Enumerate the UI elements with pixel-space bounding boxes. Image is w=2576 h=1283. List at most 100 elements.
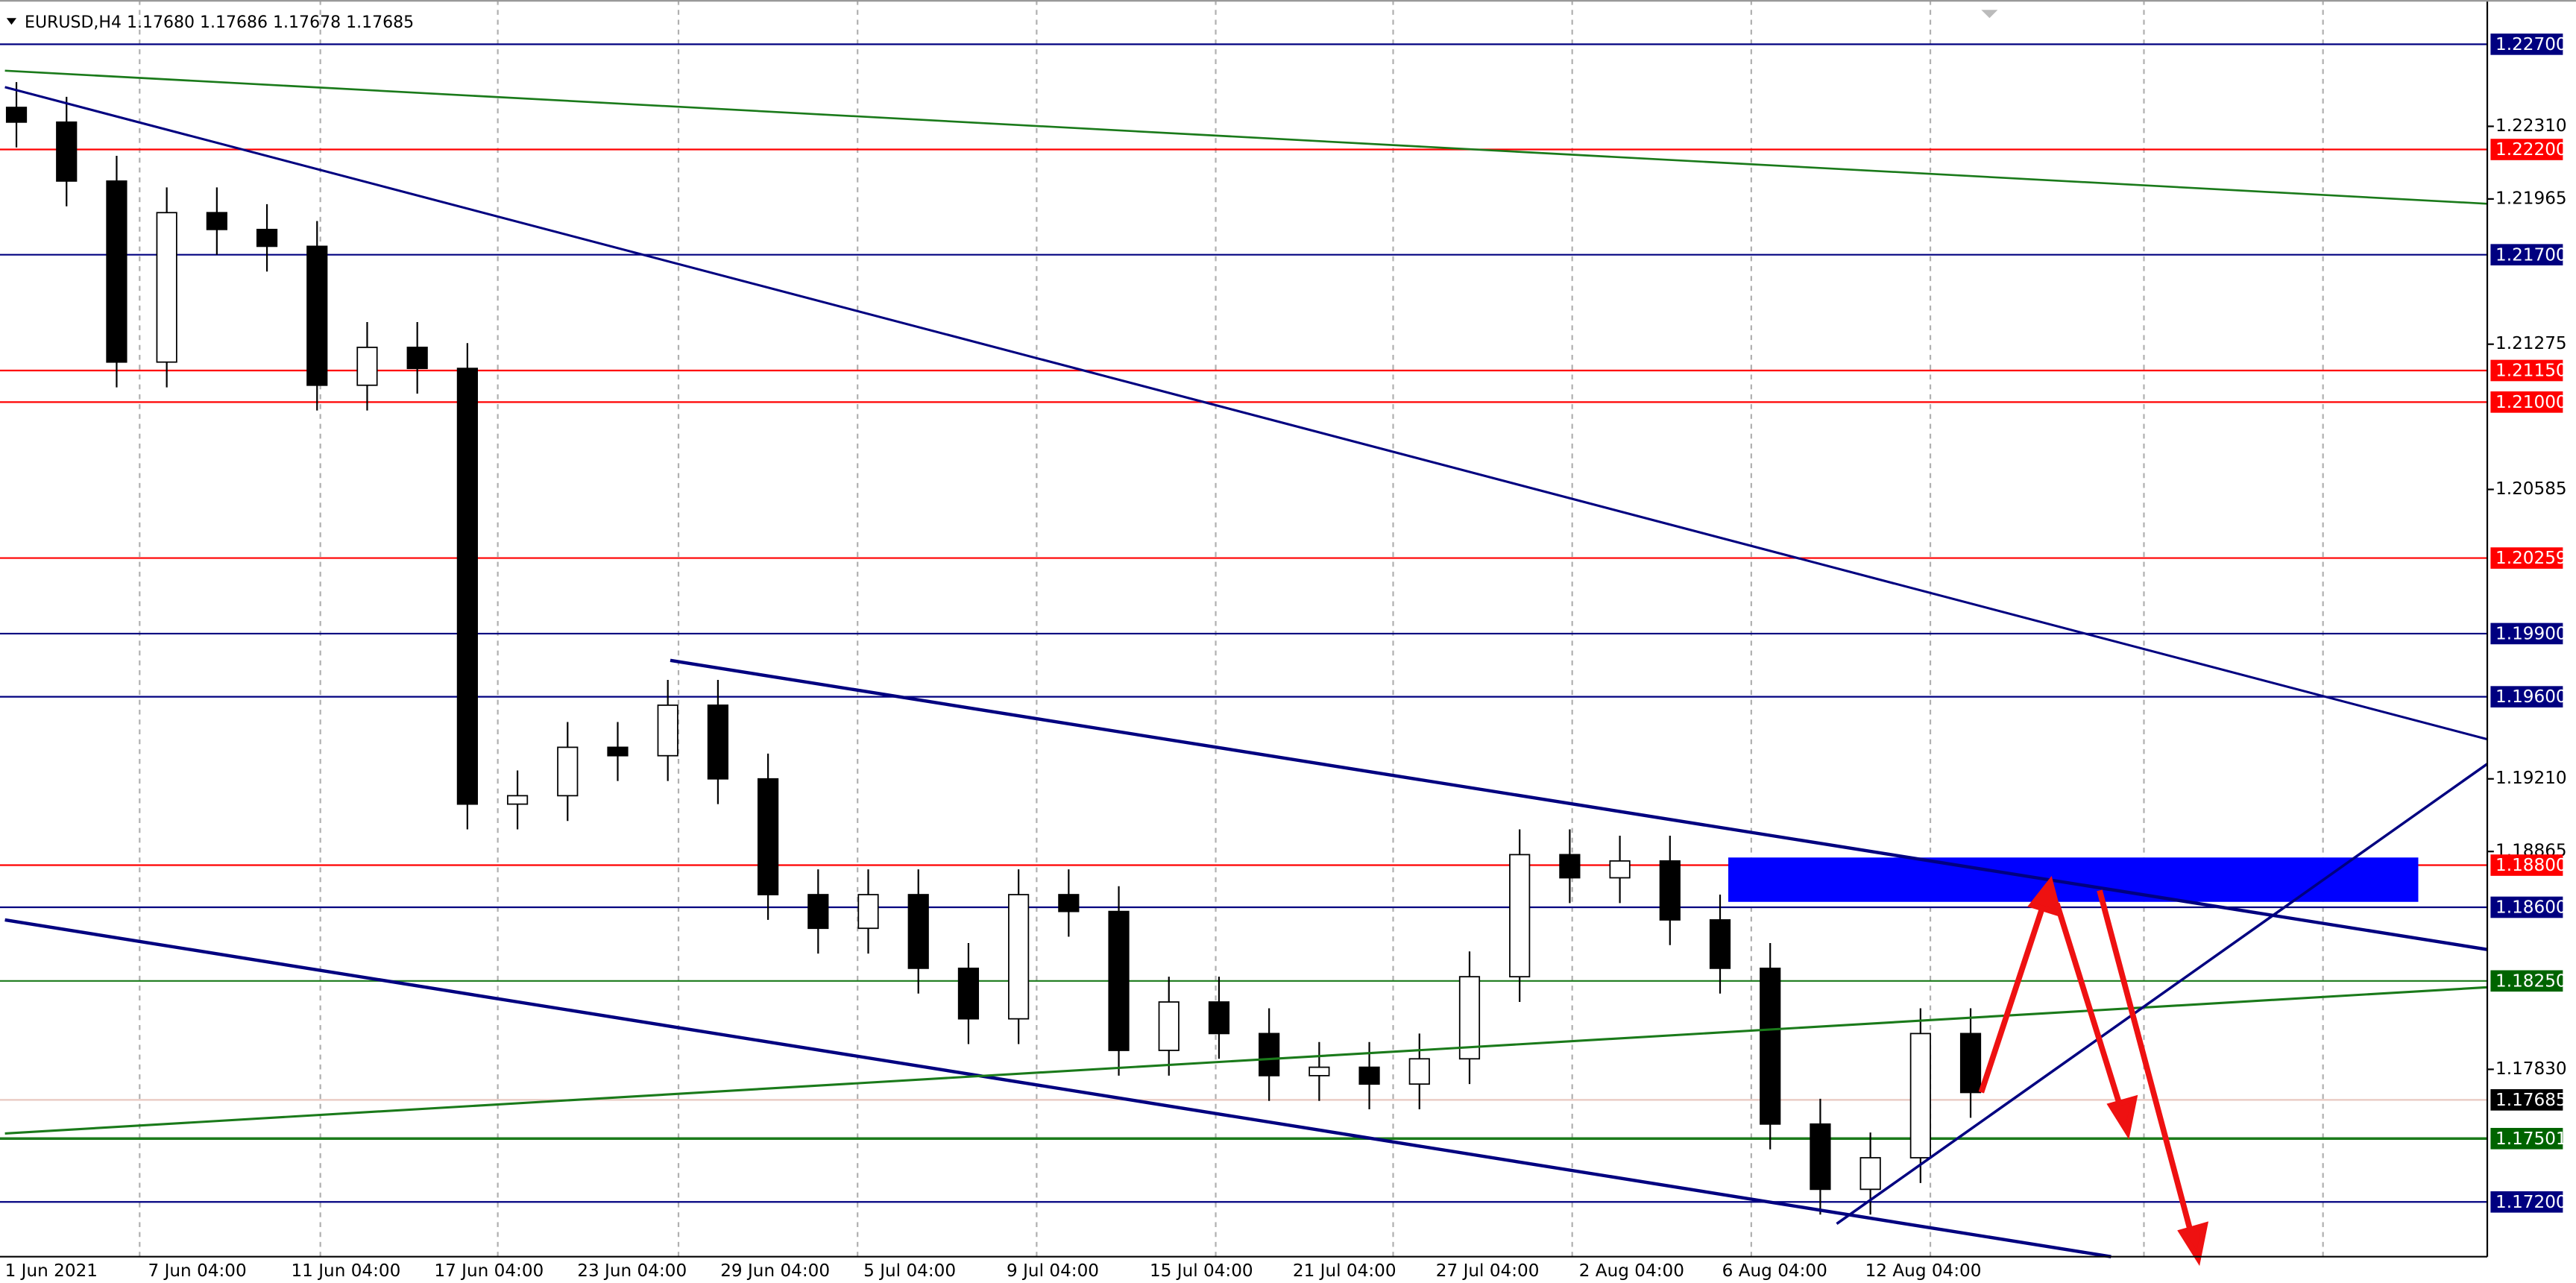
level-label: 1.18600: [2495, 898, 2567, 918]
trend-line: [1836, 763, 2489, 1226]
candle-body: [206, 212, 227, 230]
y-tick-label: 1.19210: [2495, 769, 2567, 788]
level-label: 1.19900: [2495, 625, 2567, 644]
candle-body: [657, 704, 678, 757]
candle-body: [1859, 1157, 1881, 1191]
candle-body: [607, 746, 629, 757]
candle-body: [1158, 1001, 1180, 1051]
level-label: 1.21700: [2495, 245, 2567, 265]
x-tick-label: 12 Aug 04:00: [1865, 1261, 1982, 1281]
y-tick-label: 1.21965: [2495, 189, 2567, 208]
candle-body: [106, 180, 127, 363]
candle-body: [1659, 860, 1681, 921]
candle-body: [1959, 1033, 1982, 1094]
candle-body: [1408, 1058, 1430, 1085]
symbol-header: EURUSD,H4 1.17680 1.17686 1.17678 1.1768…: [25, 13, 414, 32]
candle-body: [306, 245, 328, 386]
candle-body: [1208, 1001, 1230, 1035]
trend-lines: [4, 69, 2489, 1258]
level-label-bg: [2490, 34, 2563, 55]
candle-body: [1909, 1033, 1931, 1159]
x-tick-label: 5 Jul 04:00: [863, 1261, 956, 1281]
level-label: 1.18800: [2495, 856, 2567, 875]
zone: [1728, 857, 2419, 902]
arrow-head: [2106, 1094, 2138, 1140]
candle-body: [1309, 1066, 1330, 1076]
candle-body: [1559, 854, 1581, 879]
level-label: 1.17501: [2495, 1129, 2567, 1149]
level-label-bg: [2490, 854, 2563, 876]
arrow-head: [2027, 875, 2063, 918]
level-label-bg: [2490, 686, 2563, 707]
candle-body: [456, 368, 478, 805]
vertical-grid: [139, 0, 2324, 1257]
x-tick-label: 11 Jun 04:00: [291, 1261, 400, 1281]
trend-line: [4, 69, 2488, 205]
level-label-bg: [2490, 970, 2563, 992]
arrow: [2054, 902, 2124, 1110]
level-label: 1.22200: [2495, 140, 2567, 160]
level-label: 1.20259: [2495, 549, 2567, 568]
candle-body: [256, 228, 278, 248]
y-tick-label: 1.21275: [2495, 334, 2567, 353]
candle-body: [1259, 1033, 1280, 1076]
arrow: [2097, 889, 2195, 1237]
candle-body: [1108, 910, 1130, 1051]
level-label: 1.18250: [2495, 971, 2567, 991]
level-label: 1.22700: [2495, 35, 2567, 54]
level-label-bg: [2490, 244, 2563, 266]
candle-body: [156, 212, 177, 363]
trend-line: [4, 986, 2488, 1135]
candle-body: [907, 894, 929, 969]
candle-body: [1358, 1066, 1380, 1085]
candle-body: [1008, 894, 1030, 1020]
arrow-head: [2177, 1221, 2209, 1267]
candle-body: [5, 107, 28, 123]
level-label: 1.19600: [2495, 687, 2567, 707]
x-tick-label: 9 Jul 04:00: [1007, 1261, 1099, 1281]
x-tick-label: 17 Jun 04:00: [434, 1261, 544, 1281]
candle-body: [758, 778, 779, 895]
x-tick-label: 15 Jul 04:00: [1150, 1261, 1253, 1281]
trend-line: [4, 86, 2488, 741]
level-label: 1.17685: [2495, 1091, 2567, 1110]
x-tick-label: 7 Jun 04:00: [148, 1261, 247, 1281]
candle-body: [1709, 919, 1731, 969]
level-label-bg: [2490, 896, 2563, 918]
candle-body: [957, 967, 980, 1020]
arrows: [1978, 875, 2209, 1267]
x-tick-label: 23 Jun 04:00: [577, 1261, 687, 1281]
candle-body: [1458, 976, 1481, 1060]
level-label-bg: [2490, 547, 2563, 569]
level-label-bg: [2490, 391, 2563, 413]
y-tick-label: 1.17830: [2495, 1059, 2567, 1079]
level-label-bg: [2490, 359, 2563, 382]
menu-icon[interactable]: [6, 18, 17, 25]
candle-body: [356, 347, 378, 386]
level-label-bg: [2490, 139, 2563, 160]
x-tick-label: 1 Jun 2021: [5, 1261, 98, 1281]
candle-body: [1760, 967, 1781, 1125]
arrow: [1978, 902, 2047, 1094]
level-label-bg: [2490, 1191, 2563, 1213]
x-tick-label: 27 Jul 04:00: [1436, 1261, 1540, 1281]
candle-body: [1509, 854, 1531, 978]
candle-body: [406, 347, 428, 370]
candle-body: [1058, 894, 1080, 912]
y-tick-label: 1.22310: [2495, 116, 2567, 136]
candle-body: [506, 795, 529, 805]
trend-line: [4, 918, 2111, 1258]
x-tick-label: 2 Aug 04:00: [1579, 1261, 1684, 1281]
candle-body: [857, 894, 879, 930]
candle-body: [1810, 1123, 1831, 1191]
candle-body: [1609, 860, 1631, 879]
y-tick-label: 1.20585: [2495, 479, 2567, 499]
scroll-marker: [1981, 10, 1998, 19]
level-label-bg: [2490, 1127, 2563, 1150]
level-label-bg: [2490, 1089, 2563, 1111]
trend-line: [670, 658, 2488, 951]
level-label: 1.17200: [2495, 1193, 2567, 1212]
candle-body: [807, 894, 829, 930]
x-tick-label: 6 Aug 04:00: [1722, 1261, 1827, 1281]
